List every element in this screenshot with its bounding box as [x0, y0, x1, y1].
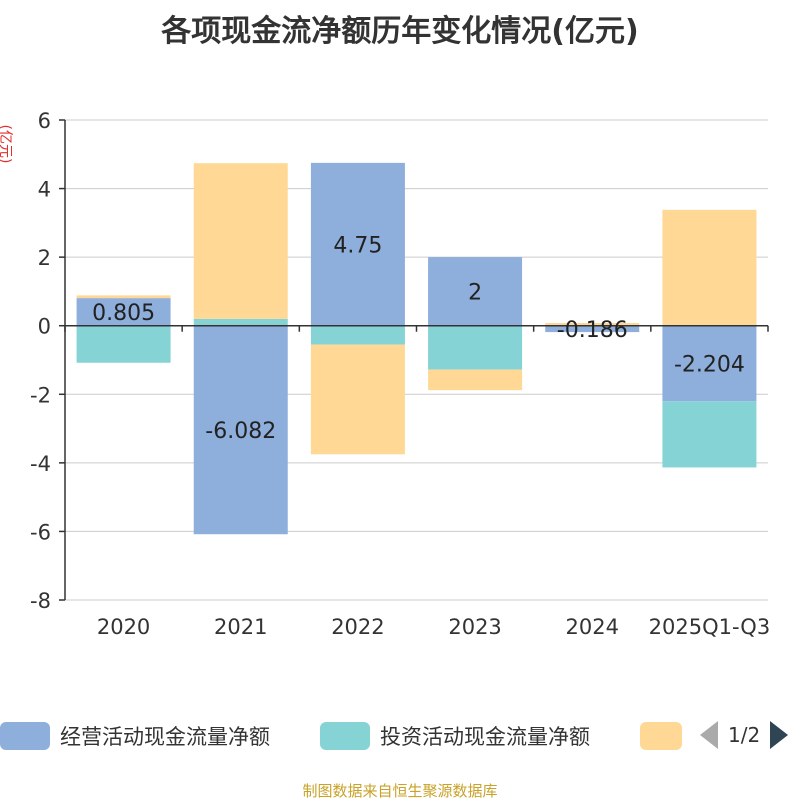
legend-label-operating: 经营活动现金流量净额: [60, 725, 270, 749]
y-tick-label: 0: [38, 315, 51, 339]
data-label: -2.204: [674, 352, 745, 377]
data-label: -0.186: [557, 318, 628, 343]
legend-page-indicator: 1/2: [728, 723, 761, 747]
data-label: 0.805: [92, 301, 155, 326]
legend-label-investing: 投资活动现金流量净额: [380, 725, 590, 749]
bar-2021-series-2: [193, 318, 288, 326]
legend-swatch-financing: [640, 722, 682, 750]
bar-2024-series-1: [545, 325, 640, 333]
x-tick-label: 2023: [448, 615, 501, 639]
y-tick-label: 2: [38, 246, 51, 270]
x-tick-label: 2025Q1-Q3: [649, 615, 771, 639]
legend-item-investing[interactable]: 投资活动现金流量净额: [320, 720, 590, 752]
bar-2020-series-2: [76, 325, 171, 363]
chart-title: 各项现金流净额历年变化情况(亿元): [161, 14, 639, 49]
bar-2021-series-3: [193, 163, 288, 319]
y-tick-label: -2: [30, 383, 51, 407]
legend-swatch-operating: [0, 722, 50, 750]
bar-2022-series-1: [310, 162, 405, 326]
bar-2020-series-1: [76, 298, 171, 326]
bar-2023-series-3: [428, 369, 523, 391]
x-tick-label: 2024: [566, 615, 619, 639]
bar-2025Q1-Q3-series-3: [662, 209, 757, 326]
next-page-icon[interactable]: [770, 721, 789, 749]
y-tick-label: -8: [30, 589, 51, 613]
bar-2023-series-1: [428, 257, 523, 326]
bar-2021-series-1: [193, 325, 288, 535]
bar-2023-series-2: [428, 325, 523, 370]
data-label: 2: [468, 280, 482, 305]
legend-item-financing[interactable]: [640, 720, 682, 752]
legend-item-operating[interactable]: 经营活动现金流量净额: [0, 720, 270, 752]
y-tick-label: -4: [30, 452, 51, 476]
bar-chart: -8 -6 -4 -2 0 2 4 6 0.805 -6.082 4.75 2 -0.186 -2.204…: [30, 109, 771, 639]
x-tick-label: 2021: [214, 615, 267, 639]
bar-2020-series-3: [76, 295, 171, 299]
legend-swatch-investing: [320, 722, 370, 750]
prev-page-icon[interactable]: [700, 721, 718, 749]
data-label: 4.75: [333, 233, 382, 258]
bar-2022-series-2: [310, 325, 405, 345]
bar-2022-series-3: [310, 344, 405, 455]
y-tick-label: -6: [30, 520, 51, 544]
bar-2025Q1-Q3-series-1: [662, 325, 757, 402]
bar-2025Q1-Q3-series-2: [662, 401, 757, 468]
legend: 经营活动现金流量净额 投资活动现金流量净额: [0, 716, 800, 756]
legend-pager: 1/2: [700, 720, 789, 750]
bar-2024-series-3: [545, 322, 640, 326]
y-tick-label: 4: [38, 178, 51, 202]
y-tick-label: 6: [38, 109, 51, 133]
x-tick-label: 2020: [97, 615, 150, 639]
x-tick-label: 2022: [331, 615, 384, 639]
data-label: -6.082: [205, 419, 276, 444]
data-source-note: 制图数据来自恒生聚源数据库: [302, 782, 498, 800]
